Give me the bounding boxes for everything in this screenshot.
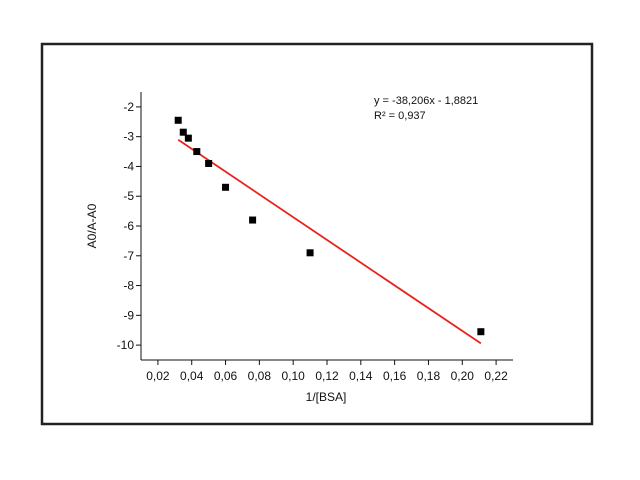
y-axis-label: A0/A-A0	[85, 203, 99, 248]
x-ticks: 0,02 0,04 0,06 0,08 0,10 0,12 0,14 0,16 0,18 0,20…	[146, 360, 508, 383]
y-tick-label: -2	[123, 100, 134, 114]
y-tick-label: -7	[123, 249, 134, 263]
data-point	[179, 128, 187, 136]
y-ticks: -2 -3 -4 -5 -6 -7 -8 -9 -10	[117, 100, 141, 352]
x-tick-label: 0,06	[214, 369, 238, 383]
x-tick-label: 0,02	[146, 369, 170, 383]
y-tick-label: -5	[123, 189, 134, 203]
trendline	[177, 139, 482, 345]
data-point	[477, 328, 485, 336]
x-tick-label: 0,22	[484, 369, 508, 383]
data-point	[193, 148, 201, 156]
data-point	[205, 159, 213, 167]
x-tick-label: 0,18	[417, 369, 441, 383]
y-tick-label: -4	[123, 159, 134, 173]
y-tick-label: -8	[123, 279, 134, 293]
data-point	[222, 183, 230, 191]
x-axis-label: 1/[BSA]	[306, 390, 347, 404]
y-tick-label: -10	[117, 338, 135, 352]
data-point	[249, 216, 257, 224]
data-points	[174, 116, 485, 336]
x-tick-label: 0,20	[451, 369, 475, 383]
x-tick-label: 0,14	[349, 369, 373, 383]
x-tick-label: 0,12	[315, 369, 339, 383]
data-point	[306, 249, 314, 257]
x-tick-label: 0,16	[383, 369, 407, 383]
x-tick-label: 0,10	[282, 369, 306, 383]
y-tick-label: -3	[123, 130, 134, 144]
y-tick-label: -6	[123, 219, 134, 233]
y-tick-label: -9	[123, 308, 134, 322]
data-point	[184, 134, 192, 142]
trendline-equation: y = -38,206x - 1,8821	[374, 95, 478, 107]
trendline-group	[177, 139, 482, 345]
x-tick-label: 0,04	[180, 369, 204, 383]
x-tick-label: 0,08	[248, 369, 272, 383]
data-point	[174, 116, 182, 124]
r-squared-label: R² = 0,937	[374, 110, 426, 122]
